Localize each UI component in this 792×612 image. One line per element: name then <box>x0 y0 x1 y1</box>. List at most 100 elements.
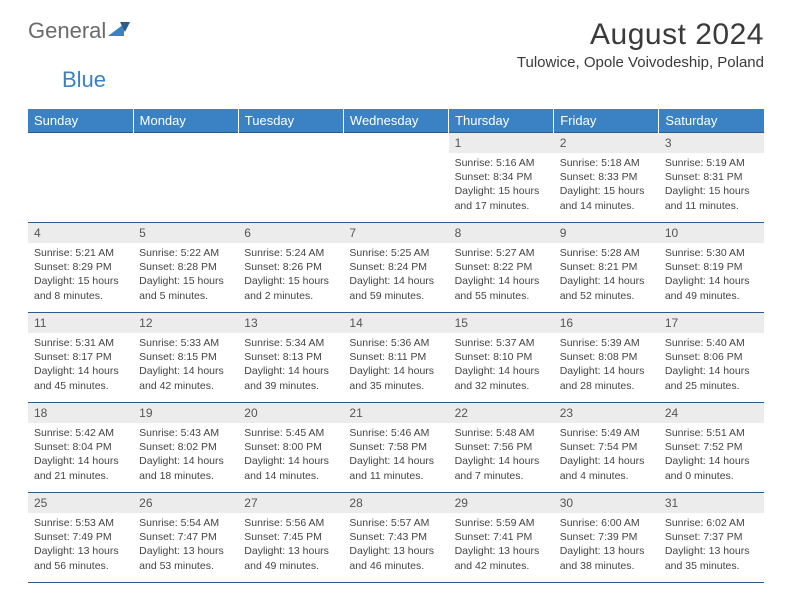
weekday-header: Friday <box>554 109 659 133</box>
day-number: 18 <box>28 403 133 423</box>
day-data: Sunrise: 5:40 AMSunset: 8:06 PMDaylight:… <box>659 333 764 398</box>
calendar-cell: 21Sunrise: 5:46 AMSunset: 7:58 PMDayligh… <box>343 403 448 493</box>
day-number: 12 <box>133 313 238 333</box>
calendar-cell: 11Sunrise: 5:31 AMSunset: 8:17 PMDayligh… <box>28 313 133 403</box>
day-data: Sunrise: 5:36 AMSunset: 8:11 PMDaylight:… <box>343 333 448 398</box>
calendar-cell: 5Sunrise: 5:22 AMSunset: 8:28 PMDaylight… <box>133 223 238 313</box>
calendar-cell: 2Sunrise: 5:18 AMSunset: 8:33 PMDaylight… <box>554 133 659 223</box>
day-data: Sunrise: 5:28 AMSunset: 8:21 PMDaylight:… <box>554 243 659 308</box>
calendar-cell <box>238 133 343 223</box>
day-data: Sunrise: 5:30 AMSunset: 8:19 PMDaylight:… <box>659 243 764 308</box>
calendar-cell: 25Sunrise: 5:53 AMSunset: 7:49 PMDayligh… <box>28 493 133 583</box>
day-data: Sunrise: 5:51 AMSunset: 7:52 PMDaylight:… <box>659 423 764 488</box>
day-data: Sunrise: 5:54 AMSunset: 7:47 PMDaylight:… <box>133 513 238 578</box>
day-number: 21 <box>343 403 448 423</box>
calendar-body: 1Sunrise: 5:16 AMSunset: 8:34 PMDaylight… <box>28 133 764 583</box>
calendar-cell: 9Sunrise: 5:28 AMSunset: 8:21 PMDaylight… <box>554 223 659 313</box>
day-number: 2 <box>554 133 659 153</box>
day-data: Sunrise: 5:18 AMSunset: 8:33 PMDaylight:… <box>554 153 659 218</box>
day-data: Sunrise: 5:42 AMSunset: 8:04 PMDaylight:… <box>28 423 133 488</box>
day-number: 14 <box>343 313 448 333</box>
day-data: Sunrise: 6:00 AMSunset: 7:39 PMDaylight:… <box>554 513 659 578</box>
day-number: 29 <box>449 493 554 513</box>
calendar-cell: 27Sunrise: 5:56 AMSunset: 7:45 PMDayligh… <box>238 493 343 583</box>
calendar-cell: 31Sunrise: 6:02 AMSunset: 7:37 PMDayligh… <box>659 493 764 583</box>
calendar-cell: 10Sunrise: 5:30 AMSunset: 8:19 PMDayligh… <box>659 223 764 313</box>
day-number: 25 <box>28 493 133 513</box>
day-data: Sunrise: 5:21 AMSunset: 8:29 PMDaylight:… <box>28 243 133 308</box>
day-number: 10 <box>659 223 764 243</box>
calendar-cell: 30Sunrise: 6:00 AMSunset: 7:39 PMDayligh… <box>554 493 659 583</box>
calendar-cell: 22Sunrise: 5:48 AMSunset: 7:56 PMDayligh… <box>449 403 554 493</box>
calendar-cell: 17Sunrise: 5:40 AMSunset: 8:06 PMDayligh… <box>659 313 764 403</box>
day-number: 17 <box>659 313 764 333</box>
calendar-cell: 24Sunrise: 5:51 AMSunset: 7:52 PMDayligh… <box>659 403 764 493</box>
calendar-cell: 16Sunrise: 5:39 AMSunset: 8:08 PMDayligh… <box>554 313 659 403</box>
day-number: 27 <box>238 493 343 513</box>
day-data: Sunrise: 5:46 AMSunset: 7:58 PMDaylight:… <box>343 423 448 488</box>
day-number: 19 <box>133 403 238 423</box>
weekday-header: Tuesday <box>238 109 343 133</box>
day-data: Sunrise: 5:25 AMSunset: 8:24 PMDaylight:… <box>343 243 448 308</box>
brand-mark-icon <box>108 18 130 43</box>
calendar-cell: 6Sunrise: 5:24 AMSunset: 8:26 PMDaylight… <box>238 223 343 313</box>
day-data: Sunrise: 5:34 AMSunset: 8:13 PMDaylight:… <box>238 333 343 398</box>
day-number: 7 <box>343 223 448 243</box>
calendar-cell: 18Sunrise: 5:42 AMSunset: 8:04 PMDayligh… <box>28 403 133 493</box>
day-number: 22 <box>449 403 554 423</box>
day-data: Sunrise: 5:24 AMSunset: 8:26 PMDaylight:… <box>238 243 343 308</box>
calendar-cell: 26Sunrise: 5:54 AMSunset: 7:47 PMDayligh… <box>133 493 238 583</box>
calendar-cell <box>133 133 238 223</box>
day-data: Sunrise: 5:56 AMSunset: 7:45 PMDaylight:… <box>238 513 343 578</box>
day-number: 4 <box>28 223 133 243</box>
day-number: 8 <box>449 223 554 243</box>
day-number: 9 <box>554 223 659 243</box>
day-data: Sunrise: 5:49 AMSunset: 7:54 PMDaylight:… <box>554 423 659 488</box>
brand-part2: Blue <box>62 67 792 93</box>
day-data: Sunrise: 5:53 AMSunset: 7:49 PMDaylight:… <box>28 513 133 578</box>
day-data: Sunrise: 5:37 AMSunset: 8:10 PMDaylight:… <box>449 333 554 398</box>
weekday-header: Thursday <box>449 109 554 133</box>
calendar-cell: 1Sunrise: 5:16 AMSunset: 8:34 PMDaylight… <box>449 133 554 223</box>
day-data: Sunrise: 5:39 AMSunset: 8:08 PMDaylight:… <box>554 333 659 398</box>
calendar-cell: 20Sunrise: 5:45 AMSunset: 8:00 PMDayligh… <box>238 403 343 493</box>
weekday-header: Saturday <box>659 109 764 133</box>
day-number: 16 <box>554 313 659 333</box>
day-number: 24 <box>659 403 764 423</box>
day-data: Sunrise: 5:57 AMSunset: 7:43 PMDaylight:… <box>343 513 448 578</box>
calendar-cell: 15Sunrise: 5:37 AMSunset: 8:10 PMDayligh… <box>449 313 554 403</box>
weekday-header: Wednesday <box>343 109 448 133</box>
day-number: 3 <box>659 133 764 153</box>
calendar-cell <box>28 133 133 223</box>
calendar-cell <box>343 133 448 223</box>
day-data: Sunrise: 5:19 AMSunset: 8:31 PMDaylight:… <box>659 153 764 218</box>
calendar-cell: 8Sunrise: 5:27 AMSunset: 8:22 PMDaylight… <box>449 223 554 313</box>
calendar-cell: 14Sunrise: 5:36 AMSunset: 8:11 PMDayligh… <box>343 313 448 403</box>
calendar-head: SundayMondayTuesdayWednesdayThursdayFrid… <box>28 109 764 133</box>
day-data: Sunrise: 5:48 AMSunset: 7:56 PMDaylight:… <box>449 423 554 488</box>
calendar-cell: 13Sunrise: 5:34 AMSunset: 8:13 PMDayligh… <box>238 313 343 403</box>
day-number: 1 <box>449 133 554 153</box>
day-data: Sunrise: 5:31 AMSunset: 8:17 PMDaylight:… <box>28 333 133 398</box>
calendar-table: SundayMondayTuesdayWednesdayThursdayFrid… <box>28 109 764 583</box>
day-number: 15 <box>449 313 554 333</box>
day-number: 23 <box>554 403 659 423</box>
calendar-cell: 12Sunrise: 5:33 AMSunset: 8:15 PMDayligh… <box>133 313 238 403</box>
day-data: Sunrise: 5:45 AMSunset: 8:00 PMDaylight:… <box>238 423 343 488</box>
title-block: August 2024 Tulowice, Opole Voivodeship,… <box>517 18 764 71</box>
day-data: Sunrise: 5:27 AMSunset: 8:22 PMDaylight:… <box>449 243 554 308</box>
day-number: 31 <box>659 493 764 513</box>
day-data: Sunrise: 5:43 AMSunset: 8:02 PMDaylight:… <box>133 423 238 488</box>
header: General August 2024 Tulowice, Opole Voiv… <box>28 18 764 71</box>
calendar-cell: 4Sunrise: 5:21 AMSunset: 8:29 PMDaylight… <box>28 223 133 313</box>
day-data: Sunrise: 5:33 AMSunset: 8:15 PMDaylight:… <box>133 333 238 398</box>
brand-part1: General <box>28 18 106 44</box>
day-number: 11 <box>28 313 133 333</box>
brand-logo: General <box>28 18 130 44</box>
calendar-cell: 7Sunrise: 5:25 AMSunset: 8:24 PMDaylight… <box>343 223 448 313</box>
day-data: Sunrise: 5:16 AMSunset: 8:34 PMDaylight:… <box>449 153 554 218</box>
calendar-cell: 28Sunrise: 5:57 AMSunset: 7:43 PMDayligh… <box>343 493 448 583</box>
calendar-cell: 23Sunrise: 5:49 AMSunset: 7:54 PMDayligh… <box>554 403 659 493</box>
day-number: 6 <box>238 223 343 243</box>
calendar-cell: 3Sunrise: 5:19 AMSunset: 8:31 PMDaylight… <box>659 133 764 223</box>
